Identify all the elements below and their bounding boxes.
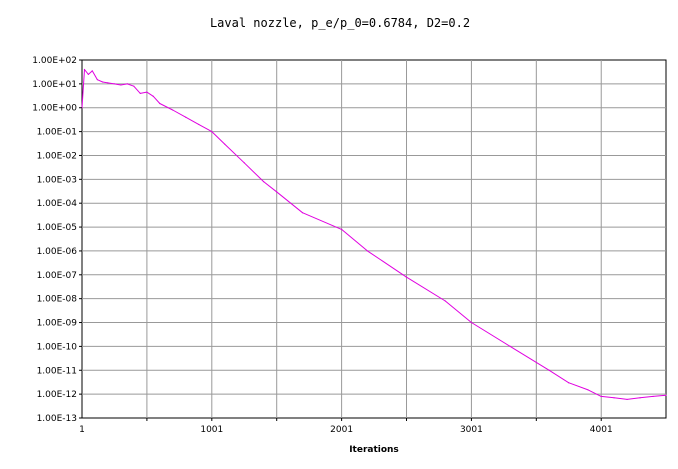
data-point (301, 212, 304, 214)
data-point (83, 68, 86, 71)
data-point (341, 228, 343, 230)
x-minor-ticks (146, 418, 602, 421)
data-point (91, 70, 93, 72)
data-point (613, 397, 615, 399)
data-point (665, 394, 667, 396)
x-tick-label: 2001 (330, 425, 353, 435)
data-point (96, 79, 99, 81)
x-axis: 1 1001 2001 3001 4001 (79, 425, 613, 435)
y-tick-label: 1.00E-12 (37, 390, 77, 400)
data-point (243, 162, 245, 164)
data-point (600, 395, 602, 398)
y-tick-label: 1.00E-06 (37, 247, 78, 257)
data-point (133, 85, 135, 87)
data-point (366, 250, 369, 252)
data-point (126, 83, 128, 85)
data-point (211, 131, 213, 133)
plot-frame (81, 59, 667, 419)
data-point (275, 191, 278, 193)
data-point (652, 395, 654, 398)
data-point (198, 123, 200, 126)
y-tick-label: 1.00E-01 (37, 128, 77, 138)
data-point (107, 82, 109, 84)
y-tick-label: 1.00E-03 (37, 175, 77, 185)
data-point (444, 300, 446, 302)
data-point (185, 116, 187, 118)
y-tick-label: 1.00E+00 (32, 104, 77, 114)
data-point (470, 321, 473, 324)
data-point (548, 369, 550, 371)
data-point (87, 73, 89, 75)
y-axis: 1.00E-13 1.00E-12 1.00E-11 1.00E-10 1.00E-09… (32, 56, 82, 424)
chart-title: Laval nozzle, p_e/p_0=0.6784, D2=0.2 (210, 16, 470, 30)
data-point (159, 102, 161, 105)
data-point (152, 95, 154, 97)
x-axis-label: Iterations (349, 445, 399, 455)
y-tick-label: 1.00E-05 (37, 223, 77, 233)
plot-area (81, 59, 667, 421)
data-point (405, 276, 407, 278)
grid (82, 60, 666, 418)
data-point (113, 83, 115, 85)
x-tick-label: 1 (79, 425, 85, 435)
data-point (509, 345, 511, 347)
x-tick-label: 1001 (200, 425, 223, 435)
y-tick-label: 1.00E-02 (37, 151, 77, 161)
y-tick-label: 1.00E-04 (37, 199, 78, 209)
data-point (262, 181, 265, 183)
y-tick-label: 1.00E-09 (37, 319, 78, 329)
data-point (172, 109, 174, 111)
data-point (568, 382, 570, 384)
y-tick-label: 1.00E-10 (37, 342, 78, 352)
data-point (224, 143, 226, 145)
x-tick-label: 3001 (460, 425, 483, 435)
y-tick-label: 1.00E-08 (37, 295, 78, 305)
data-layer (81, 68, 667, 401)
y-tick-label: 1.00E-11 (37, 366, 77, 376)
data-point (146, 91, 148, 93)
y-tick-label: 1.00E-13 (37, 414, 77, 424)
data-point (139, 92, 141, 94)
y-tick-label: 1.00E+01 (32, 80, 77, 90)
x-tick-label: 4001 (590, 425, 613, 435)
y-tick-label: 1.00E-07 (37, 271, 77, 281)
data-point (626, 398, 628, 401)
data-point (639, 397, 641, 399)
y-tick-label: 1.00E+02 (32, 56, 77, 66)
data-point (587, 389, 589, 391)
data-point (102, 81, 104, 83)
data-point (120, 84, 122, 86)
